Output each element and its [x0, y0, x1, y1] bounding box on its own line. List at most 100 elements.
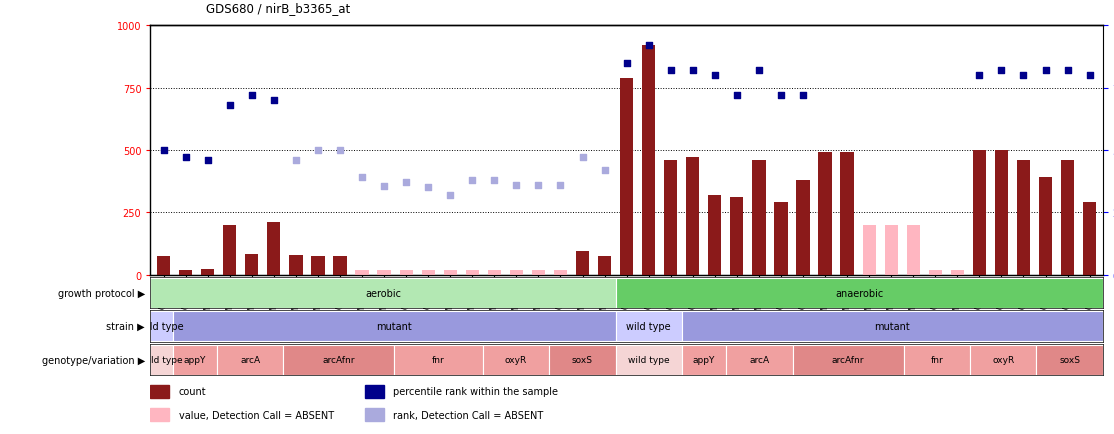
Point	[970, 72, 988, 79]
Bar	[173, 311, 616, 342]
Point	[486, 177, 504, 184]
Point	[1058, 67, 1076, 74]
Point	[155, 147, 173, 154]
Point	[772, 92, 790, 99]
Point	[287, 157, 305, 164]
Text: strain ▶: strain ▶	[106, 322, 145, 331]
Text: wild type: wild type	[139, 322, 184, 331]
Bar	[970, 345, 1036, 375]
Bar	[819, 153, 832, 275]
Text: arcAfnr: arcAfnr	[832, 355, 864, 364]
Point	[1037, 67, 1055, 74]
Bar	[1017, 161, 1030, 275]
Point	[177, 155, 195, 161]
Text: rank, Detection Call = ABSENT: rank, Detection Call = ABSENT	[393, 410, 544, 420]
Bar	[364, 385, 383, 398]
Bar	[283, 345, 394, 375]
Bar	[686, 158, 700, 275]
Bar	[726, 345, 793, 375]
Bar	[378, 270, 391, 275]
Bar	[664, 161, 677, 275]
Point	[727, 92, 745, 99]
Bar	[150, 311, 173, 342]
Text: oxyR: oxyR	[505, 355, 527, 364]
Bar	[421, 270, 434, 275]
Bar	[616, 278, 1103, 308]
Text: soxS: soxS	[571, 355, 593, 364]
Point	[574, 155, 592, 161]
Bar	[217, 345, 283, 375]
Bar	[709, 195, 722, 275]
Bar	[1083, 203, 1096, 275]
Bar	[150, 385, 169, 398]
Text: wild type: wild type	[628, 355, 670, 364]
Point	[441, 192, 459, 199]
Bar	[150, 278, 616, 308]
Bar	[793, 345, 903, 375]
Bar	[950, 270, 964, 275]
Bar	[642, 46, 655, 275]
Point	[463, 177, 481, 184]
Bar	[903, 345, 970, 375]
Point	[331, 147, 349, 154]
Point	[617, 60, 635, 67]
Point	[419, 184, 437, 191]
Bar	[598, 256, 612, 275]
Bar	[290, 255, 303, 275]
Bar	[179, 270, 193, 275]
Point	[265, 97, 283, 104]
Bar	[774, 203, 788, 275]
Bar	[1039, 178, 1052, 275]
Text: arcA: arcA	[240, 355, 261, 364]
Bar	[173, 345, 217, 375]
Point	[706, 72, 724, 79]
Bar	[682, 345, 726, 375]
Bar	[1036, 345, 1103, 375]
Bar	[482, 345, 549, 375]
Bar	[616, 311, 682, 342]
Bar	[202, 269, 214, 275]
Bar	[907, 225, 920, 275]
Text: wild type: wild type	[626, 322, 671, 331]
Bar	[488, 270, 501, 275]
Text: mutant: mutant	[874, 322, 910, 331]
Bar	[364, 408, 383, 421]
Text: oxyR: oxyR	[993, 355, 1015, 364]
Bar	[150, 345, 173, 375]
Point	[353, 174, 371, 181]
Point	[309, 147, 326, 154]
Point	[639, 43, 657, 49]
Bar	[885, 225, 898, 275]
Bar	[752, 161, 765, 275]
Bar	[510, 270, 522, 275]
Text: mutant: mutant	[377, 322, 412, 331]
Bar	[531, 270, 545, 275]
Bar	[333, 256, 346, 275]
Point	[1015, 72, 1033, 79]
Text: appY: appY	[693, 355, 715, 364]
Bar	[1061, 161, 1074, 275]
Bar	[443, 270, 457, 275]
Point	[529, 182, 547, 189]
Point	[750, 67, 768, 74]
Point	[221, 102, 238, 109]
Point	[398, 180, 416, 187]
Bar	[929, 270, 942, 275]
Bar	[554, 270, 567, 275]
Bar	[355, 270, 369, 275]
Point	[684, 67, 702, 74]
Point	[243, 92, 261, 99]
Bar	[245, 254, 258, 275]
Bar	[995, 151, 1008, 275]
Text: genotype/variation ▶: genotype/variation ▶	[41, 355, 145, 365]
Bar	[400, 270, 413, 275]
Text: anaerobic: anaerobic	[836, 288, 883, 298]
Bar	[223, 225, 236, 275]
Point	[662, 67, 680, 74]
Bar	[797, 181, 810, 275]
Bar	[150, 408, 169, 421]
Text: arcAfnr: arcAfnr	[322, 355, 355, 364]
Text: percentile rank within the sample: percentile rank within the sample	[393, 386, 558, 396]
Bar	[549, 345, 616, 375]
Bar	[157, 256, 170, 275]
